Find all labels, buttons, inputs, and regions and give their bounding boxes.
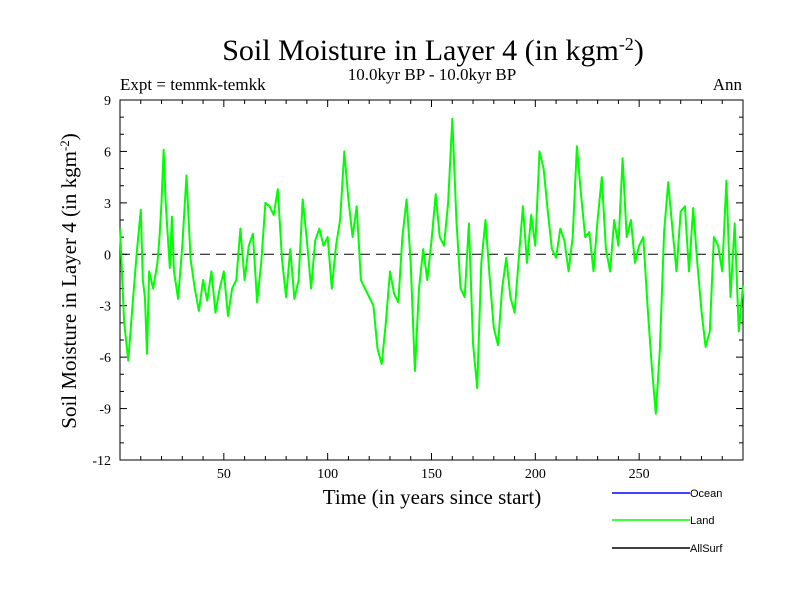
y-tick-label: 3	[104, 197, 111, 212]
series-line-land	[119, 117, 744, 415]
y-tick-label: 0	[104, 248, 111, 263]
legend-label-allsurf: AllSurf	[690, 543, 723, 555]
x-axis-label: Time (in years since start)	[323, 485, 542, 509]
x-tick-label: 200	[525, 467, 546, 482]
y-tick-label: -3	[99, 300, 111, 315]
season-label: Ann	[713, 75, 743, 94]
chart-title-superscript: -2	[619, 34, 634, 54]
y-tick-label: -12	[92, 454, 111, 469]
legend-label-ocean: Ocean	[690, 488, 722, 500]
y-tick-label: 6	[104, 145, 111, 160]
legend-label-land: Land	[690, 515, 714, 527]
y-tick-label: -6	[99, 351, 111, 366]
y-axis-label: Soil Moisture in Layer 4 (in kgm-2)	[57, 133, 82, 428]
y-axis-label-superscript: -2	[57, 140, 72, 151]
x-tick-label: 250	[629, 467, 650, 482]
x-tick-label: 50	[217, 467, 231, 482]
y-tick-label: 9	[104, 94, 111, 109]
series-group	[119, 117, 744, 415]
x-tick-label: 100	[317, 467, 338, 482]
chart-title: Soil Moisture in Layer 4 (in kgm-2)	[222, 34, 644, 67]
period-label: 10.0kyr BP - 10.0kyr BP	[348, 65, 516, 84]
x-tick-label: 150	[421, 467, 442, 482]
legend: Ocean Land AllSurf	[612, 488, 723, 555]
y-tick-label: -9	[99, 403, 111, 418]
x-axis: 50 100 150 200 250	[140, 100, 723, 482]
plot-frame	[119, 99, 744, 461]
experiment-label: Expt = temmk-temkk	[120, 75, 266, 94]
